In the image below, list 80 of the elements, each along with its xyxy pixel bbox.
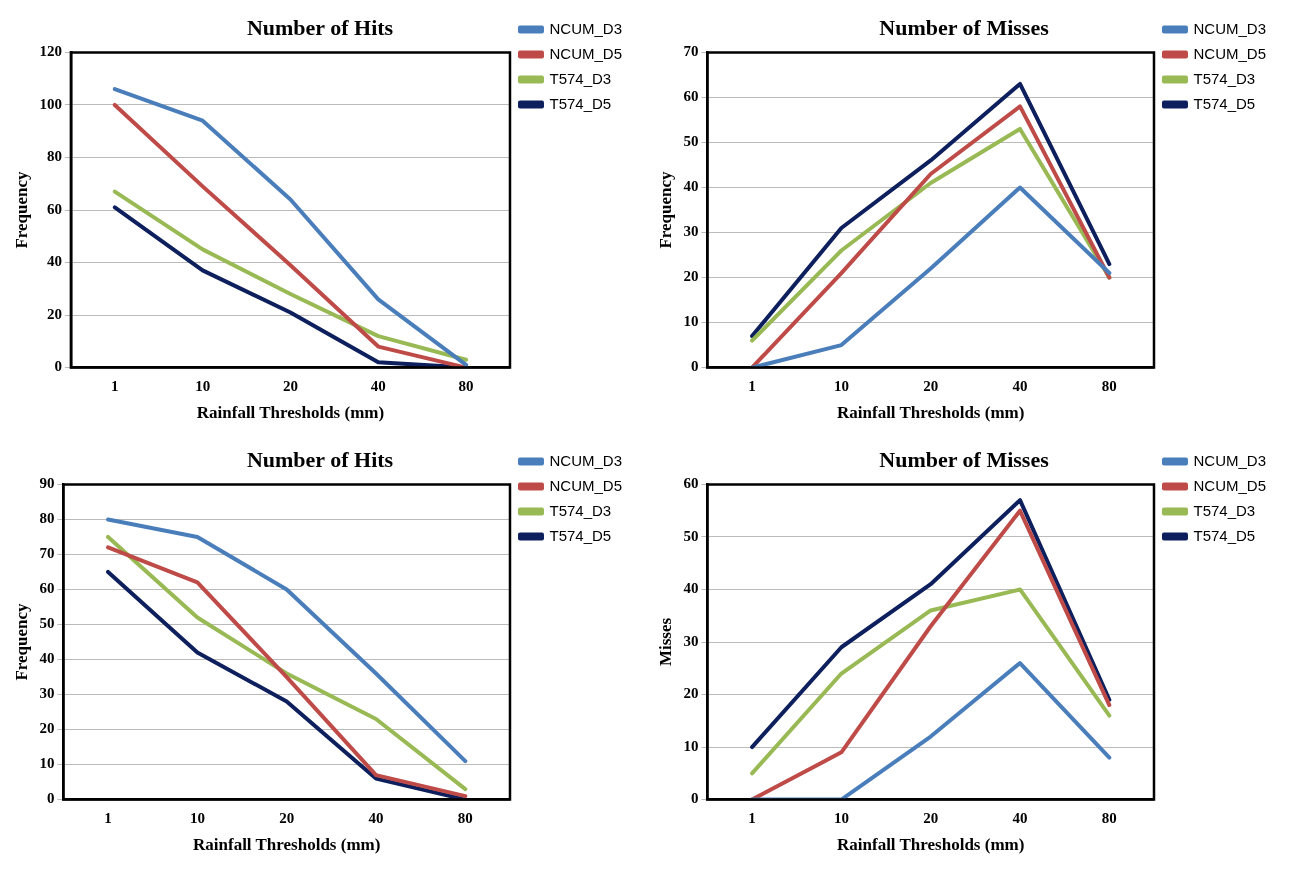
y-tick-label: 90 [39,475,55,492]
x-tick-label: 80 [458,378,474,395]
x-tick-label: 40 [1012,810,1028,827]
legend-label: NCUM_D3 [1193,19,1267,37]
x-tick-label: 1 [111,378,119,395]
y-tick-label: 50 [683,133,699,150]
y-tick-label: 100 [39,95,62,112]
legend-label: T574_D3 [549,501,612,519]
legend-label: NCUM_D3 [1193,451,1267,469]
y-tick-label: 60 [39,580,55,597]
y-tick-label: 70 [39,545,55,562]
x-axis-title: Rainfall Thresholds (mm) [837,835,1025,855]
y-tick-label: 10 [683,313,699,330]
x-tick-label: 10 [833,378,849,395]
y-tick-label: 30 [683,632,699,649]
y-tick-label: 0 [690,358,699,375]
legend-label: T574_D3 [1193,501,1256,519]
x-tick-label: 40 [368,810,384,827]
y-axis-title: Frequency [655,170,675,249]
x-tick-label: 80 [1101,810,1117,827]
x-tick-label: 40 [1012,378,1028,395]
y-tick-label: 20 [46,305,62,322]
x-tick-label: 1 [748,810,756,827]
legend-label: NCUM_D5 [549,44,623,62]
y-tick-label: 120 [39,43,62,60]
x-axis-title: Rainfall Thresholds (mm) [837,403,1025,423]
y-tick-label: 70 [683,43,699,60]
y-tick-label: 50 [39,615,55,632]
y-tick-label: 20 [39,720,55,737]
x-tick-label: 10 [833,810,849,827]
legend-label: T574_D3 [549,69,612,87]
x-tick-label: 80 [1101,378,1117,395]
legend-label: T574_D5 [549,94,612,112]
x-tick-label: 10 [195,378,211,395]
y-tick-label: 20 [683,268,699,285]
y-tick-label: 30 [39,685,55,702]
y-tick-label: 50 [683,527,699,544]
y-tick-label: 60 [683,475,699,492]
legend-label: NCUM_D5 [1193,476,1267,494]
x-tick-label: 20 [923,378,939,395]
legend-label: T574_D5 [1193,94,1256,112]
y-tick-label: 60 [46,200,62,217]
x-tick-label: 10 [189,810,205,827]
y-tick-label: 10 [39,755,55,772]
y-tick-label: 60 [683,88,699,105]
y-tick-label: 40 [46,253,62,270]
chart-title: Number of Hits [246,446,394,472]
y-tick-label: 0 [54,358,62,375]
chart-title: Number of Misses [879,446,1050,472]
x-tick-label: 20 [279,810,295,827]
legend-label: T574_D5 [1193,526,1256,544]
y-tick-label: 10 [683,737,699,754]
legend-label: T574_D5 [549,526,612,544]
y-tick-label: 40 [683,178,699,195]
x-axis-title: Rainfall Thresholds (mm) [193,835,381,855]
legend-label: NCUM_D3 [549,451,623,469]
x-tick-label: 1 [748,378,756,395]
x-tick-label: 20 [282,378,298,395]
y-axis-title: Frequency [11,602,31,681]
x-tick-label: 40 [370,378,386,395]
legend-label: NCUM_D5 [549,476,623,494]
y-tick-label: 40 [39,650,55,667]
y-tick-label: 30 [683,223,699,240]
y-tick-label: 40 [683,580,699,597]
chart-title: Number of Hits [246,14,394,40]
y-tick-label: 0 [46,790,55,807]
chart-title: Number of Misses [879,14,1050,40]
legend-label: T574_D3 [1193,69,1256,87]
x-tick-label: 1 [104,810,112,827]
y-tick-label: 80 [46,148,62,165]
legend-label: NCUM_D3 [549,19,623,37]
x-tick-label: 80 [457,810,473,827]
y-tick-label: 0 [690,790,699,807]
x-tick-label: 20 [923,810,939,827]
y-tick-label: 20 [683,685,699,702]
x-axis-title: Rainfall Thresholds (mm) [196,403,385,423]
y-axis-title: Misses [655,617,675,667]
y-axis-title: Frequency [11,170,31,249]
y-tick-label: 80 [39,510,55,527]
legend-label: NCUM_D5 [1193,44,1267,62]
